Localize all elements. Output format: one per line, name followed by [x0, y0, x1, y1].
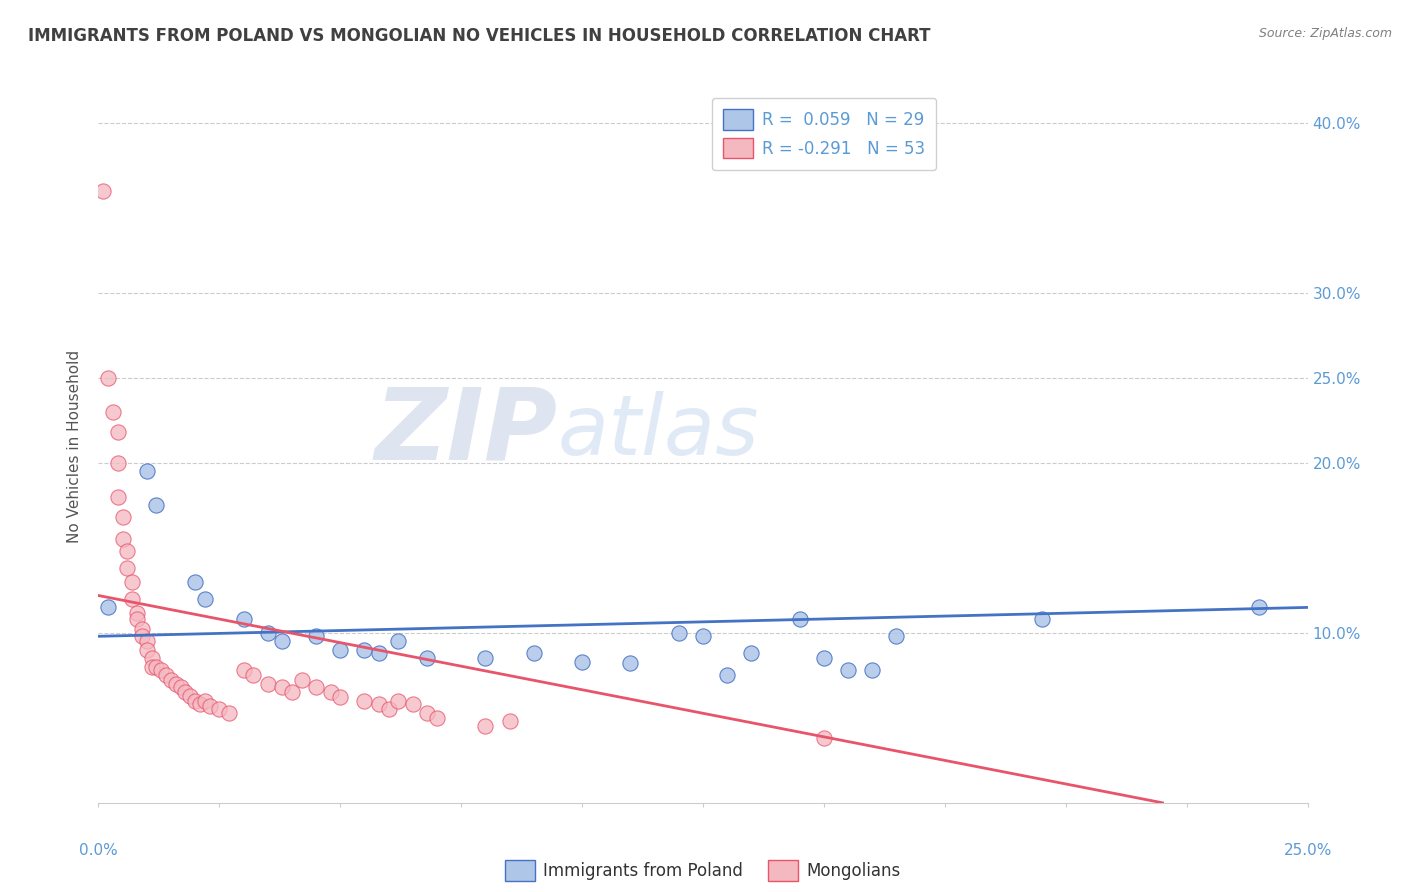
Point — [184, 574, 207, 589]
Point — [121, 591, 143, 606]
Point — [135, 634, 157, 648]
Point — [256, 626, 278, 640]
Point — [141, 651, 163, 665]
Point — [329, 690, 352, 705]
Point — [131, 623, 153, 637]
Text: IMMIGRANTS FROM POLAND VS MONGOLIAN NO VEHICLES IN HOUSEHOLD CORRELATION CHART: IMMIGRANTS FROM POLAND VS MONGOLIAN NO V… — [28, 27, 931, 45]
Point — [813, 731, 835, 746]
Point — [619, 657, 641, 671]
Point — [121, 574, 143, 589]
Point — [188, 698, 211, 712]
Point — [319, 685, 342, 699]
Point — [107, 490, 129, 504]
Point — [127, 606, 149, 620]
Point — [860, 663, 883, 677]
Point — [271, 680, 294, 694]
Point — [198, 698, 221, 713]
Point — [886, 629, 908, 643]
Point — [218, 706, 240, 720]
Point — [101, 405, 124, 419]
Point — [692, 629, 714, 643]
Point — [523, 646, 546, 660]
Point — [290, 673, 312, 688]
Point — [194, 694, 217, 708]
Point — [232, 663, 254, 677]
Point — [135, 643, 157, 657]
Point — [127, 612, 149, 626]
Point — [232, 612, 254, 626]
Point — [169, 680, 191, 694]
Point — [329, 643, 352, 657]
Point — [174, 685, 197, 699]
Point — [155, 668, 177, 682]
Point — [416, 651, 439, 665]
Point — [387, 634, 409, 648]
Point — [111, 533, 134, 547]
Point — [131, 629, 153, 643]
Point — [117, 544, 139, 558]
Point — [194, 591, 217, 606]
Text: 0.0%: 0.0% — [79, 843, 118, 858]
Point — [377, 702, 399, 716]
Point — [474, 719, 496, 733]
Point — [141, 660, 163, 674]
Point — [474, 651, 496, 665]
Legend: Immigrants from Poland, Mongolians: Immigrants from Poland, Mongolians — [499, 854, 907, 888]
Point — [107, 456, 129, 470]
Point — [242, 668, 264, 682]
Point — [402, 698, 425, 712]
Point — [740, 646, 762, 660]
Text: atlas: atlas — [558, 392, 759, 472]
Point — [837, 663, 859, 677]
Point — [305, 629, 328, 643]
Point — [813, 651, 835, 665]
Y-axis label: No Vehicles in Household: No Vehicles in Household — [67, 350, 83, 542]
Text: 25.0%: 25.0% — [1284, 843, 1331, 858]
Point — [426, 711, 449, 725]
Point — [353, 694, 375, 708]
Point — [111, 510, 134, 524]
Point — [117, 561, 139, 575]
Text: ZIP: ZIP — [375, 384, 558, 480]
Point — [305, 680, 328, 694]
Point — [571, 655, 593, 669]
Point — [184, 694, 207, 708]
Point — [135, 465, 157, 479]
Point — [179, 689, 201, 703]
Point — [165, 677, 187, 691]
Point — [91, 184, 114, 198]
Point — [256, 677, 278, 691]
Point — [150, 663, 173, 677]
Point — [416, 706, 439, 720]
Point — [368, 646, 391, 660]
Point — [145, 499, 167, 513]
Point — [97, 600, 120, 615]
Point — [716, 668, 738, 682]
Point — [353, 643, 375, 657]
Point — [1249, 600, 1271, 615]
Point — [271, 634, 294, 648]
Point — [208, 702, 231, 716]
Text: Source: ZipAtlas.com: Source: ZipAtlas.com — [1258, 27, 1392, 40]
Point — [387, 694, 409, 708]
Point — [107, 425, 129, 440]
Point — [368, 698, 391, 712]
Point — [789, 612, 811, 626]
Point — [668, 626, 690, 640]
Point — [498, 714, 520, 729]
Point — [160, 673, 183, 688]
Point — [1031, 612, 1053, 626]
Point — [145, 660, 167, 674]
Point — [281, 685, 304, 699]
Point — [97, 371, 120, 385]
